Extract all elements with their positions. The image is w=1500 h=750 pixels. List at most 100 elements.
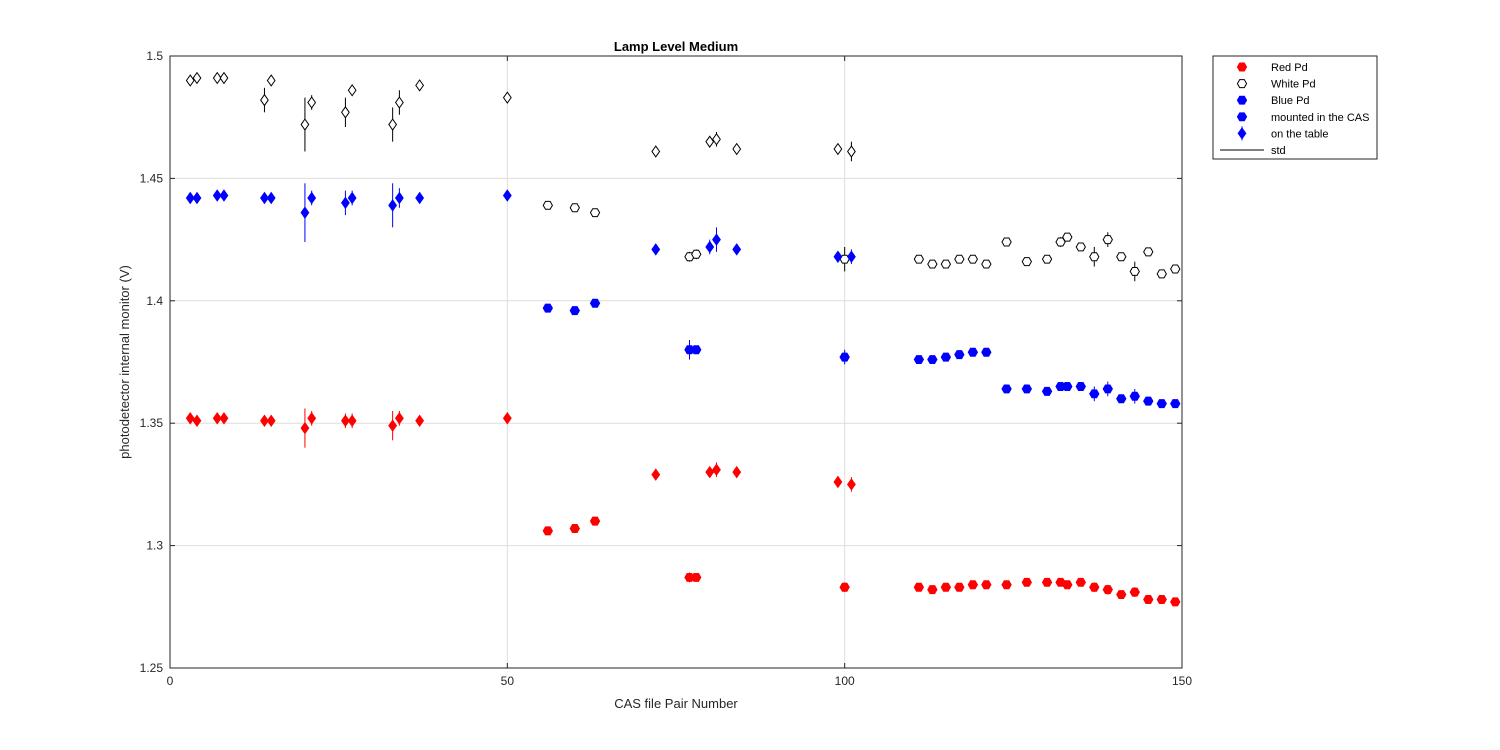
data-point-hexagon — [967, 580, 979, 590]
data-point-hexagon — [1102, 235, 1113, 245]
data-point-diamond — [341, 106, 350, 119]
data-point-hexagon — [954, 582, 965, 592]
data-point-hexagon — [1116, 394, 1127, 404]
data-point-diamond — [712, 463, 721, 476]
data-point-diamond — [415, 191, 425, 205]
data-point-hexagon — [1021, 384, 1033, 394]
data-point-hexagon — [1102, 585, 1113, 595]
data-point-hexagon — [1102, 384, 1113, 394]
data-point-hexagon — [839, 582, 850, 592]
data-point-hexagon — [1062, 382, 1073, 391]
legend-label: White Pd — [1271, 79, 1316, 91]
data-point-hexagon — [1089, 252, 1100, 262]
data-point-diamond — [219, 412, 229, 425]
data-point-hexagon — [1001, 237, 1012, 247]
data-series — [185, 71, 1181, 607]
data-point-diamond — [732, 243, 742, 256]
data-point-diamond — [307, 191, 317, 205]
data-point-diamond — [341, 196, 350, 210]
x-tick-label: 150 — [1172, 674, 1192, 688]
data-point-diamond — [307, 412, 317, 425]
data-point-diamond — [705, 135, 715, 148]
data-point-hexagon — [981, 259, 992, 269]
data-point-diamond — [185, 191, 195, 205]
data-point-diamond — [212, 71, 222, 85]
data-point-diamond — [394, 412, 404, 425]
y-tick-label: 1.4 — [146, 294, 163, 308]
legend-label: std — [1271, 145, 1286, 157]
data-point-hexagon — [940, 582, 952, 592]
data-point-diamond — [502, 189, 512, 202]
data-point-diamond — [192, 71, 202, 85]
data-point-hexagon — [1170, 399, 1181, 409]
series-blue — [185, 183, 1181, 409]
data-point-diamond — [212, 189, 222, 202]
x-tick-label: 0 — [167, 674, 174, 688]
data-point-hexagon — [1170, 597, 1181, 607]
data-point-diamond — [347, 191, 357, 205]
data-point-hexagon — [1021, 577, 1033, 587]
data-point-hexagon — [1062, 580, 1073, 590]
data-point-diamond — [219, 189, 229, 202]
data-point-diamond — [833, 142, 843, 156]
data-point-hexagon — [1021, 257, 1033, 267]
data-point-hexagon — [569, 203, 580, 213]
legend-marker-diamond — [1237, 127, 1247, 140]
data-point-diamond — [415, 79, 425, 92]
legend: Red Pd White Pd Blue Pd mounted in the CAS o… — [1212, 55, 1378, 160]
data-point-hexagon — [1041, 386, 1053, 396]
data-point-diamond — [307, 96, 317, 109]
data-point-hexagon — [1143, 247, 1154, 257]
data-point-hexagon — [691, 572, 702, 582]
data-point-hexagon — [691, 249, 702, 259]
data-point-diamond — [260, 414, 269, 428]
data-point-hexagon — [913, 355, 925, 365]
data-point-hexagon — [691, 345, 702, 355]
data-point-hexagon — [1129, 587, 1140, 597]
data-point-diamond — [394, 96, 404, 109]
data-point-diamond — [833, 475, 843, 489]
data-point-diamond — [192, 414, 202, 428]
data-point-hexagon — [1001, 384, 1012, 394]
data-point-diamond — [266, 74, 276, 87]
data-point-diamond — [415, 414, 425, 428]
data-point-hexagon — [1170, 264, 1181, 274]
data-point-diamond — [712, 233, 721, 246]
data-point-diamond — [712, 132, 721, 146]
data-point-hexagon — [1143, 396, 1154, 406]
data-point-hexagon — [1116, 590, 1127, 600]
series-red — [185, 408, 1181, 607]
data-point-hexagon — [1129, 391, 1140, 401]
data-point-diamond — [388, 199, 398, 212]
data-point-hexagon — [927, 355, 938, 365]
legend-label: on the table — [1271, 128, 1329, 140]
data-point-diamond — [833, 250, 843, 264]
data-point-hexagon — [927, 585, 938, 595]
legend-marker-hexagon — [1236, 112, 1248, 122]
data-point-hexagon — [940, 352, 952, 362]
y-tick-label: 1.45 — [140, 171, 164, 185]
data-point-hexagon — [913, 254, 925, 264]
data-point-diamond — [300, 118, 310, 131]
data-point-diamond — [300, 421, 310, 435]
data-point-diamond — [212, 412, 222, 425]
data-point-hexagon — [967, 254, 979, 264]
data-point-hexagon — [589, 516, 601, 526]
data-point-hexagon — [589, 298, 601, 308]
data-point-hexagon — [1089, 389, 1100, 399]
data-point-hexagon — [684, 345, 695, 355]
data-point-hexagon — [569, 523, 580, 533]
data-point-hexagon — [1062, 232, 1073, 242]
plot-area — [170, 56, 1182, 668]
legend-box — [1212, 55, 1378, 160]
data-point-hexagon — [1129, 266, 1140, 276]
data-point-hexagon — [1075, 242, 1086, 252]
data-point-hexagon — [1075, 382, 1086, 391]
data-point-hexagon — [981, 347, 992, 357]
legend-marker-hexagon — [1236, 79, 1248, 89]
data-point-hexagon — [1143, 594, 1154, 604]
data-point-diamond — [341, 414, 350, 428]
y-tick-label: 1.25 — [140, 661, 164, 675]
y-tick-label: 1.3 — [146, 539, 163, 553]
